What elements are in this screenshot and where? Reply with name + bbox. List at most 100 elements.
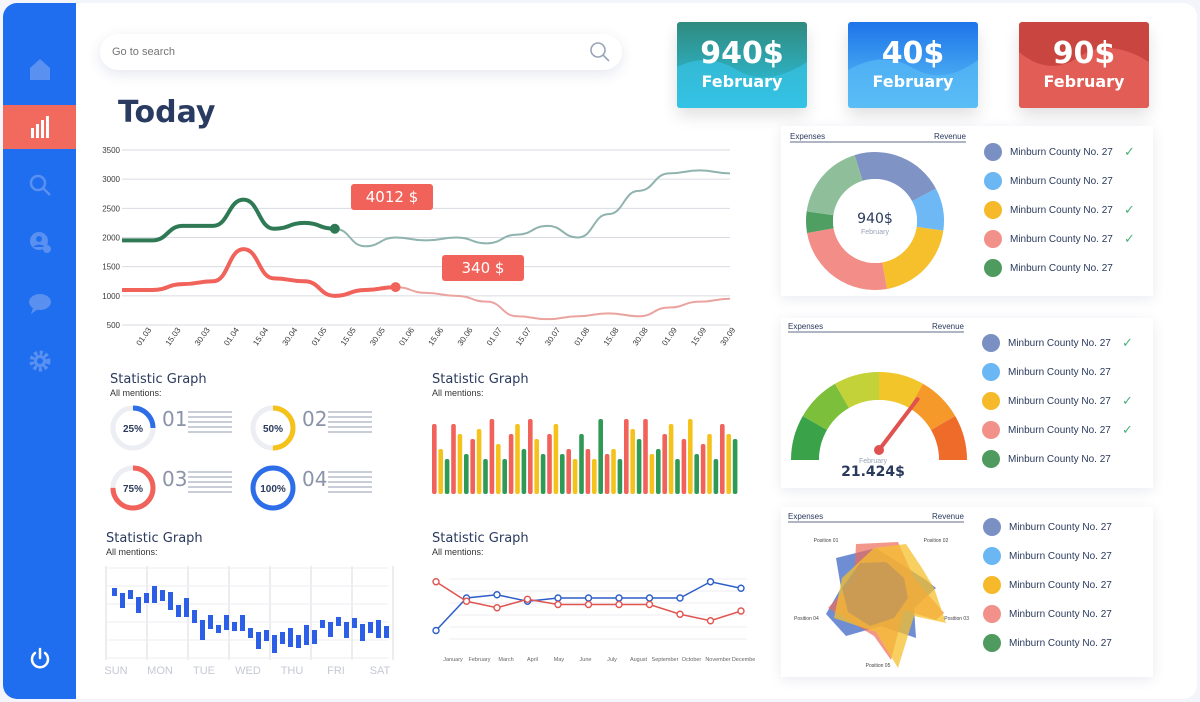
nav-settings[interactable] xyxy=(3,339,76,383)
bar xyxy=(136,597,141,613)
x-tick-label: 15.09 xyxy=(689,325,708,347)
x-axis-label: March xyxy=(498,657,513,663)
bar xyxy=(200,620,205,640)
bar xyxy=(694,454,699,494)
x-axis-label: SAT xyxy=(370,665,391,677)
statistic-graph-subtitle: All mentions: xyxy=(106,547,158,557)
legend-item[interactable]: Minburn County No. 27 xyxy=(983,546,1143,566)
wave-background xyxy=(1019,22,1149,108)
data-point xyxy=(676,594,684,602)
radar-axis-label: Position 02 xyxy=(924,538,949,544)
bar xyxy=(534,439,539,494)
ring-percent: 75% xyxy=(123,484,143,495)
bar xyxy=(457,434,463,494)
x-axis-label: TUE xyxy=(193,665,215,677)
legend-label: Minburn County No. 27 xyxy=(1009,608,1112,620)
stat-card-3[interactable]: 90$ February xyxy=(1019,22,1149,108)
legend-label: Minburn County No. 27 xyxy=(1010,262,1113,274)
bar xyxy=(304,625,309,645)
bar xyxy=(470,439,475,494)
legend-label: Minburn County No. 27 xyxy=(1009,521,1112,533)
ring-percent: 25% xyxy=(123,424,143,435)
data-point xyxy=(554,594,562,602)
legend-color-dot xyxy=(982,392,1000,410)
bar xyxy=(176,605,181,617)
nav-chat[interactable] xyxy=(3,281,76,325)
legend-item[interactable]: Minburn County No. 27 ✓ xyxy=(984,229,1144,249)
stat-card-2[interactable]: 40$ February xyxy=(848,22,978,108)
bar xyxy=(572,459,578,494)
statistic-graph-subtitle: All mentions: xyxy=(432,388,484,398)
ring-number: 04 xyxy=(302,467,328,491)
legend-color-dot xyxy=(982,363,1000,381)
bar xyxy=(152,586,157,603)
legend-item[interactable]: Minburn County No. 27 ✓ xyxy=(984,142,1144,162)
bar xyxy=(360,624,365,641)
legend-label: Minburn County No. 27 xyxy=(1010,175,1113,187)
radar-axis-label: Position 03 xyxy=(944,616,969,622)
nav-home[interactable] xyxy=(3,47,76,91)
bar xyxy=(540,454,546,494)
legend-item[interactable]: Minburn County No. 27 xyxy=(984,258,1144,278)
bar-chart xyxy=(432,419,738,494)
legend-item[interactable]: Minburn County No. 27 xyxy=(983,633,1143,653)
nav-users[interactable] xyxy=(3,221,76,265)
ring-number: 01 xyxy=(162,407,188,431)
nav-statistics[interactable] xyxy=(3,105,76,149)
power-icon xyxy=(30,647,49,669)
progress-ring: 100% xyxy=(250,465,296,511)
bar xyxy=(120,593,125,608)
donut-center-value: 940$ xyxy=(857,211,893,227)
legend-label: Minburn County No. 27 xyxy=(1009,550,1112,562)
bar xyxy=(376,620,381,638)
legend-item[interactable]: Minburn County No. 27 xyxy=(983,575,1143,595)
data-point xyxy=(432,626,440,635)
bar xyxy=(256,632,261,649)
y-tick-label: 1000 xyxy=(102,292,120,301)
bar xyxy=(296,635,301,648)
gauge-segment xyxy=(791,416,828,460)
legend-label: Minburn County No. 27 xyxy=(1010,204,1113,216)
value-callout xyxy=(351,184,433,210)
bar xyxy=(344,622,349,638)
gauge-segment xyxy=(879,372,923,409)
stat-label: February xyxy=(1043,72,1125,91)
users-icon xyxy=(29,232,51,253)
x-axis-label: FRI xyxy=(327,665,345,677)
legend-item[interactable]: Minburn County No. 27 xyxy=(984,171,1144,191)
bar xyxy=(288,628,293,647)
legend-item[interactable]: Minburn County No. 27 xyxy=(983,604,1143,624)
bar xyxy=(483,459,488,494)
search-input[interactable] xyxy=(112,42,572,62)
search-icon[interactable] xyxy=(588,40,612,64)
statistic-graph-title: Statistic Graph xyxy=(110,372,207,387)
gear-icon xyxy=(29,350,50,372)
bar xyxy=(464,454,469,494)
legend-item[interactable]: Minburn County No. 27 xyxy=(982,362,1142,382)
legend-item[interactable]: Minburn County No. 27 ✓ xyxy=(982,333,1142,353)
nav-search[interactable] xyxy=(3,163,76,207)
header-revenue: Revenue xyxy=(932,512,965,521)
legend-item[interactable]: Minburn County No. 27 ✓ xyxy=(984,200,1144,220)
legend-color-dot xyxy=(984,143,1002,161)
legend-item[interactable]: Minburn County No. 27 ✓ xyxy=(982,391,1142,411)
legend-item[interactable]: Minburn County No. 27 ✓ xyxy=(982,420,1142,440)
y-tick-label: 2500 xyxy=(102,204,120,213)
donut-slice xyxy=(854,152,936,202)
check-icon: ✓ xyxy=(1122,393,1133,408)
x-axis-label: June xyxy=(580,657,592,663)
legend-label: Minburn County No. 27 xyxy=(1010,233,1113,245)
legend-item[interactable]: Minburn County No. 27 xyxy=(983,517,1143,537)
check-icon: ✓ xyxy=(1124,231,1135,246)
stat-value: 940$ xyxy=(700,36,784,71)
x-tick-label: 15.06 xyxy=(427,325,446,347)
nav-power[interactable] xyxy=(3,637,76,681)
bar xyxy=(649,454,655,494)
bar xyxy=(662,434,667,494)
bar xyxy=(240,615,245,631)
x-axis-label: February xyxy=(468,657,490,663)
legend-item[interactable]: Minburn County No. 27 xyxy=(982,449,1142,469)
legend-color-dot xyxy=(982,334,1000,352)
stat-card-1[interactable]: 940$ February xyxy=(677,22,807,108)
legend-label: Minburn County No. 27 xyxy=(1009,579,1112,591)
